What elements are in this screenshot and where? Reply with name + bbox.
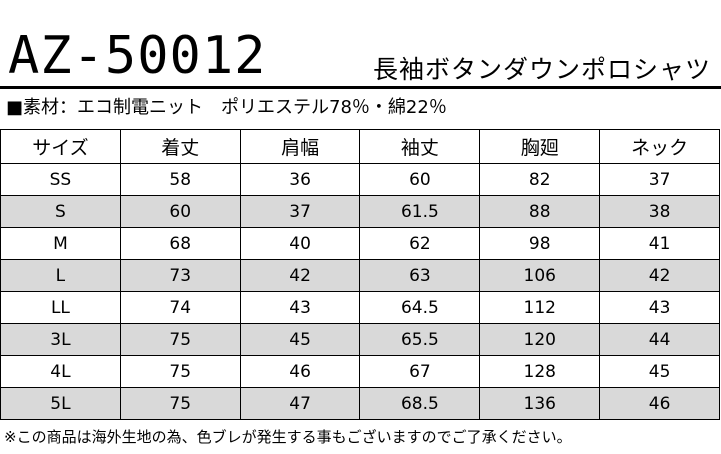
table-cell: 46 bbox=[239, 355, 361, 388]
table-cell: 40 bbox=[239, 227, 361, 260]
table-cell: M bbox=[0, 227, 121, 260]
table-row: LL 74 43 64.5 112 43 bbox=[0, 291, 720, 324]
table-cell: 60 bbox=[119, 195, 241, 228]
table-cell: 37 bbox=[239, 195, 361, 228]
table-cell: 88 bbox=[479, 195, 601, 228]
table-cell: 82 bbox=[479, 163, 601, 196]
table-cell: 58 bbox=[119, 163, 241, 196]
product-code: AZ-50012 bbox=[8, 26, 267, 86]
table-row: L 73 42 63 106 42 bbox=[0, 259, 720, 292]
table-cell: 61.5 bbox=[359, 195, 481, 228]
table-cell: 67 bbox=[359, 355, 481, 388]
table-row: SS 58 36 60 82 37 bbox=[0, 163, 720, 196]
table-cell: 41 bbox=[599, 227, 720, 260]
table-row: S 60 37 61.5 88 38 bbox=[0, 195, 720, 228]
table-cell: 120 bbox=[479, 323, 601, 356]
product-name: 長袖ボタンダウンポロシャツ bbox=[372, 55, 711, 84]
table-cell: 73 bbox=[119, 259, 241, 292]
table-cell: 45 bbox=[599, 355, 720, 388]
table-cell: 38 bbox=[599, 195, 720, 228]
column-header: 着丈 bbox=[119, 129, 241, 164]
table-cell: SS bbox=[0, 163, 121, 196]
table-row: 5L 75 47 68.5 136 46 bbox=[0, 387, 720, 420]
table-cell: 74 bbox=[119, 291, 241, 324]
table-cell: 64.5 bbox=[359, 291, 481, 324]
table-cell: 36 bbox=[239, 163, 361, 196]
table-cell: 37 bbox=[599, 163, 720, 196]
footnote: ※この商品は海外生地の為、色ブレが発生する事もございますのでご了承ください。 bbox=[4, 428, 572, 446]
table-cell: 65.5 bbox=[359, 323, 481, 356]
table-cell: LL bbox=[0, 291, 121, 324]
table-cell: 45 bbox=[239, 323, 361, 356]
table-cell: 5L bbox=[0, 387, 121, 420]
table-cell: 75 bbox=[119, 387, 241, 420]
table-cell: 98 bbox=[479, 227, 601, 260]
column-header: 肩幅 bbox=[239, 129, 361, 164]
table-cell: 128 bbox=[479, 355, 601, 388]
table-cell: 63 bbox=[359, 259, 481, 292]
table-cell: 4L bbox=[0, 355, 121, 388]
table-cell: 106 bbox=[479, 259, 601, 292]
column-header: ネック bbox=[599, 129, 720, 164]
table-cell: 75 bbox=[119, 355, 241, 388]
table-cell: 62 bbox=[359, 227, 481, 260]
table-cell: 68.5 bbox=[359, 387, 481, 420]
table-cell: L bbox=[0, 259, 121, 292]
table-cell: 46 bbox=[599, 387, 720, 420]
table-cell: S bbox=[0, 195, 121, 228]
table-row: 4L 75 46 67 128 45 bbox=[0, 355, 720, 388]
table-cell: 43 bbox=[239, 291, 361, 324]
header-divider bbox=[0, 86, 721, 89]
material-info: ■素材：エコ制電ニット ポリエステル78％・綿22％ bbox=[6, 97, 447, 118]
table-cell: 75 bbox=[119, 323, 241, 356]
table-cell: 68 bbox=[119, 227, 241, 260]
column-header: サイズ bbox=[0, 129, 121, 164]
table-cell: 112 bbox=[479, 291, 601, 324]
table-cell: 3L bbox=[0, 323, 121, 356]
table-cell: 44 bbox=[599, 323, 720, 356]
column-header: 胸廻 bbox=[479, 129, 601, 164]
table-cell: 47 bbox=[239, 387, 361, 420]
table-cell: 42 bbox=[599, 259, 720, 292]
table-row: M 68 40 62 98 41 bbox=[0, 227, 720, 260]
column-header: 袖丈 bbox=[359, 129, 481, 164]
size-table: サイズ 着丈 肩幅 袖丈 胸廻 ネック SS 58 36 60 82 37 S 60 37 61.… bbox=[0, 129, 720, 420]
table-cell: 42 bbox=[239, 259, 361, 292]
table-cell: 43 bbox=[599, 291, 720, 324]
table-cell: 136 bbox=[479, 387, 601, 420]
table-row: 3L 75 45 65.5 120 44 bbox=[0, 323, 720, 356]
table-header-row: サイズ 着丈 肩幅 袖丈 胸廻 ネック bbox=[0, 129, 720, 164]
table-cell: 60 bbox=[359, 163, 481, 196]
